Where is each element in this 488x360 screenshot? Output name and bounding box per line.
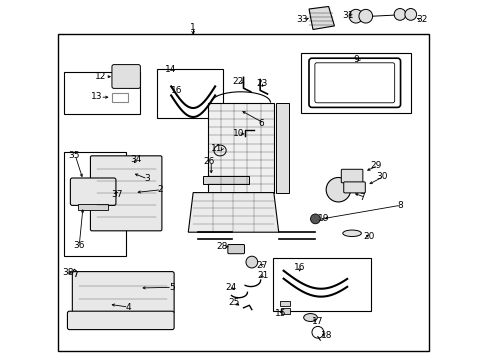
Bar <box>78 204 107 210</box>
FancyBboxPatch shape <box>72 271 174 314</box>
FancyBboxPatch shape <box>70 178 116 206</box>
Text: 8: 8 <box>396 201 402 210</box>
Bar <box>272 258 370 311</box>
Bar <box>58 34 428 351</box>
FancyBboxPatch shape <box>67 311 174 330</box>
Circle shape <box>348 9 362 23</box>
Text: 29: 29 <box>369 161 381 170</box>
Text: 19: 19 <box>317 215 329 223</box>
Text: 26: 26 <box>203 157 214 166</box>
Text: 1: 1 <box>190 23 196 32</box>
Bar <box>63 152 126 256</box>
Circle shape <box>404 9 416 20</box>
Text: 34: 34 <box>130 155 142 164</box>
Text: 32: 32 <box>415 15 427 24</box>
Text: 18: 18 <box>320 331 332 340</box>
Polygon shape <box>188 193 278 232</box>
Text: 15: 15 <box>275 309 286 318</box>
Circle shape <box>245 256 257 268</box>
Text: 31: 31 <box>342 11 353 20</box>
Text: 20: 20 <box>363 233 374 242</box>
FancyBboxPatch shape <box>343 182 365 193</box>
Text: 33: 33 <box>295 15 307 24</box>
Text: 17: 17 <box>311 317 323 326</box>
Text: 27: 27 <box>255 261 267 270</box>
Text: 35: 35 <box>68 151 80 160</box>
Text: 5: 5 <box>169 283 175 292</box>
FancyBboxPatch shape <box>90 156 162 231</box>
Text: 3: 3 <box>143 175 149 184</box>
Text: 2: 2 <box>157 185 163 194</box>
Circle shape <box>310 214 320 224</box>
Bar <box>203 176 249 184</box>
Text: 30: 30 <box>376 172 387 181</box>
Bar <box>300 53 410 113</box>
Bar <box>157 69 223 118</box>
Text: 13: 13 <box>90 92 102 101</box>
Text: 16: 16 <box>293 263 305 271</box>
Ellipse shape <box>303 314 317 321</box>
Text: 28: 28 <box>216 242 228 251</box>
Text: 38: 38 <box>62 269 74 277</box>
Text: 11: 11 <box>210 144 222 153</box>
Text: 6: 6 <box>258 119 264 128</box>
Polygon shape <box>207 103 273 193</box>
Text: 14: 14 <box>164 65 176 74</box>
Text: 16: 16 <box>171 86 183 95</box>
Text: 12: 12 <box>94 72 106 81</box>
Bar <box>276 103 288 193</box>
Circle shape <box>358 9 372 23</box>
Text: 24: 24 <box>224 283 236 292</box>
Text: 21: 21 <box>257 271 268 280</box>
Text: 23: 23 <box>255 79 267 88</box>
Text: 37: 37 <box>111 190 123 199</box>
Ellipse shape <box>342 230 361 237</box>
Text: 4: 4 <box>125 302 131 311</box>
Text: 10: 10 <box>232 130 244 139</box>
Text: 36: 36 <box>73 241 85 250</box>
FancyBboxPatch shape <box>227 244 244 254</box>
Bar <box>281 308 289 314</box>
FancyBboxPatch shape <box>112 64 140 89</box>
Bar <box>112 93 128 102</box>
Text: 22: 22 <box>232 77 244 86</box>
Polygon shape <box>308 6 334 30</box>
Text: 7: 7 <box>358 193 364 202</box>
Text: 9: 9 <box>352 55 358 64</box>
Text: 25: 25 <box>227 298 239 307</box>
Bar <box>279 301 290 306</box>
FancyBboxPatch shape <box>341 169 362 183</box>
Bar <box>63 72 140 114</box>
Circle shape <box>325 177 350 202</box>
Circle shape <box>393 9 405 20</box>
